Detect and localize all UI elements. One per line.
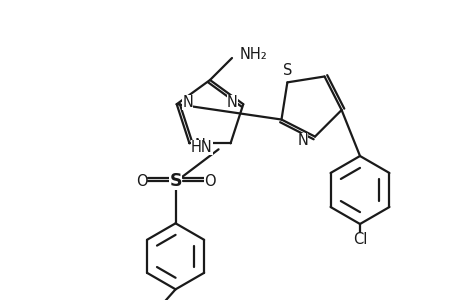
Text: HN: HN	[190, 140, 212, 155]
Text: O: O	[203, 174, 215, 189]
Text: NH₂: NH₂	[240, 46, 267, 62]
Text: S: S	[169, 172, 181, 190]
Text: N: N	[226, 95, 237, 110]
Text: N: N	[182, 95, 193, 110]
Text: O: O	[135, 174, 147, 189]
Text: Cl: Cl	[352, 232, 366, 247]
Text: N: N	[195, 138, 206, 153]
Text: N: N	[297, 133, 308, 148]
Text: S: S	[282, 63, 291, 78]
